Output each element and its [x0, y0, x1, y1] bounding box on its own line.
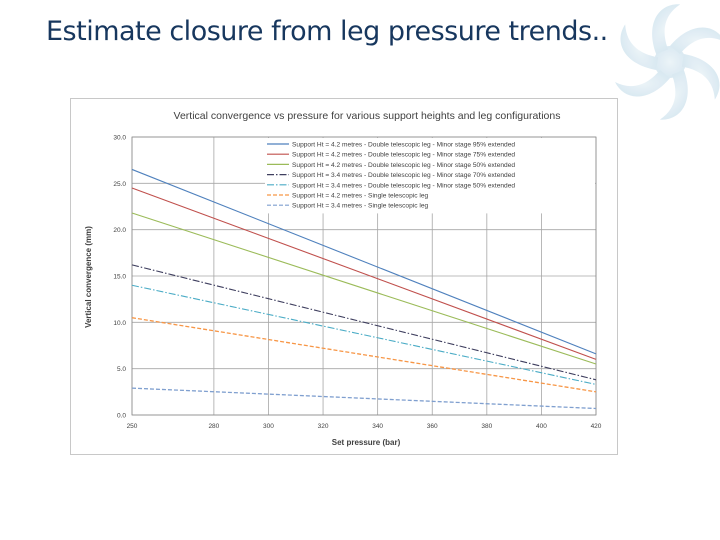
- slide-title: Estimate closure from leg pressure trend…: [46, 16, 608, 47]
- series-line: [131, 212, 597, 365]
- chart-x-axis-label: Set pressure (bar): [332, 438, 401, 447]
- x-tick-label: 380: [481, 423, 492, 430]
- x-tick-label: 420: [591, 423, 602, 430]
- legend-entry: Support Ht = 4.2 metres - Double telesco…: [292, 152, 515, 159]
- legend-entry: Support Ht = 3.4 metres - Double telesco…: [292, 172, 515, 179]
- x-tick-label: 320: [318, 423, 329, 430]
- legend-entry: Support Ht = 4.2 metres - Single telesco…: [292, 193, 428, 200]
- series-line: [131, 187, 597, 360]
- x-tick-label: 340: [372, 423, 383, 430]
- y-tick-label: 10.0: [113, 320, 126, 327]
- plot-border: [131, 136, 597, 416]
- x-tick-label: 280: [208, 423, 219, 430]
- chart-frame: Vertical convergence vs pressure for var…: [70, 98, 618, 455]
- x-tick-label: 300: [263, 423, 274, 430]
- legend-entry: Support Ht = 3.4 metres - Single telesco…: [292, 203, 428, 210]
- x-tick-label: 400: [536, 423, 547, 430]
- y-tick-label: 20.0: [113, 227, 126, 234]
- chart-svg: Vertical convergence vs pressure for var…: [84, 110, 602, 447]
- x-tick-label: 360: [427, 423, 438, 430]
- legend-entry: Support Ht = 3.4 metres - Double telesco…: [292, 182, 515, 189]
- chart-legend: Support Ht = 4.2 metres - Double telesco…: [265, 138, 595, 214]
- legend-entry: Support Ht = 4.2 metres - Double telesco…: [292, 142, 515, 149]
- y-tick-label: 0.0: [117, 413, 126, 420]
- chart-y-axis-label: Vertical convergence (mm): [84, 226, 93, 328]
- y-tick-label: 25.0: [113, 181, 126, 188]
- series-line: [131, 264, 597, 381]
- series-line: [131, 317, 597, 393]
- y-tick-label: 5.0: [117, 366, 126, 373]
- plot-area: 250 280 300 320 340 360 380 400 420 0.0 5.0 10.0 15.…: [113, 135, 601, 431]
- legend-entry: Support Ht = 4.2 metres - Double telesco…: [292, 162, 515, 169]
- swirl-logo-icon: [615, 4, 720, 120]
- y-tick-label: 30.0: [113, 135, 126, 142]
- series-line: [131, 168, 597, 355]
- y-tick-label: 15.0: [113, 274, 126, 281]
- series-line: [131, 387, 597, 410]
- x-tick-label: 250: [127, 423, 138, 430]
- legend-background: [265, 138, 595, 214]
- chart-title: Vertical convergence vs pressure for var…: [174, 110, 561, 122]
- series-line: [131, 284, 597, 385]
